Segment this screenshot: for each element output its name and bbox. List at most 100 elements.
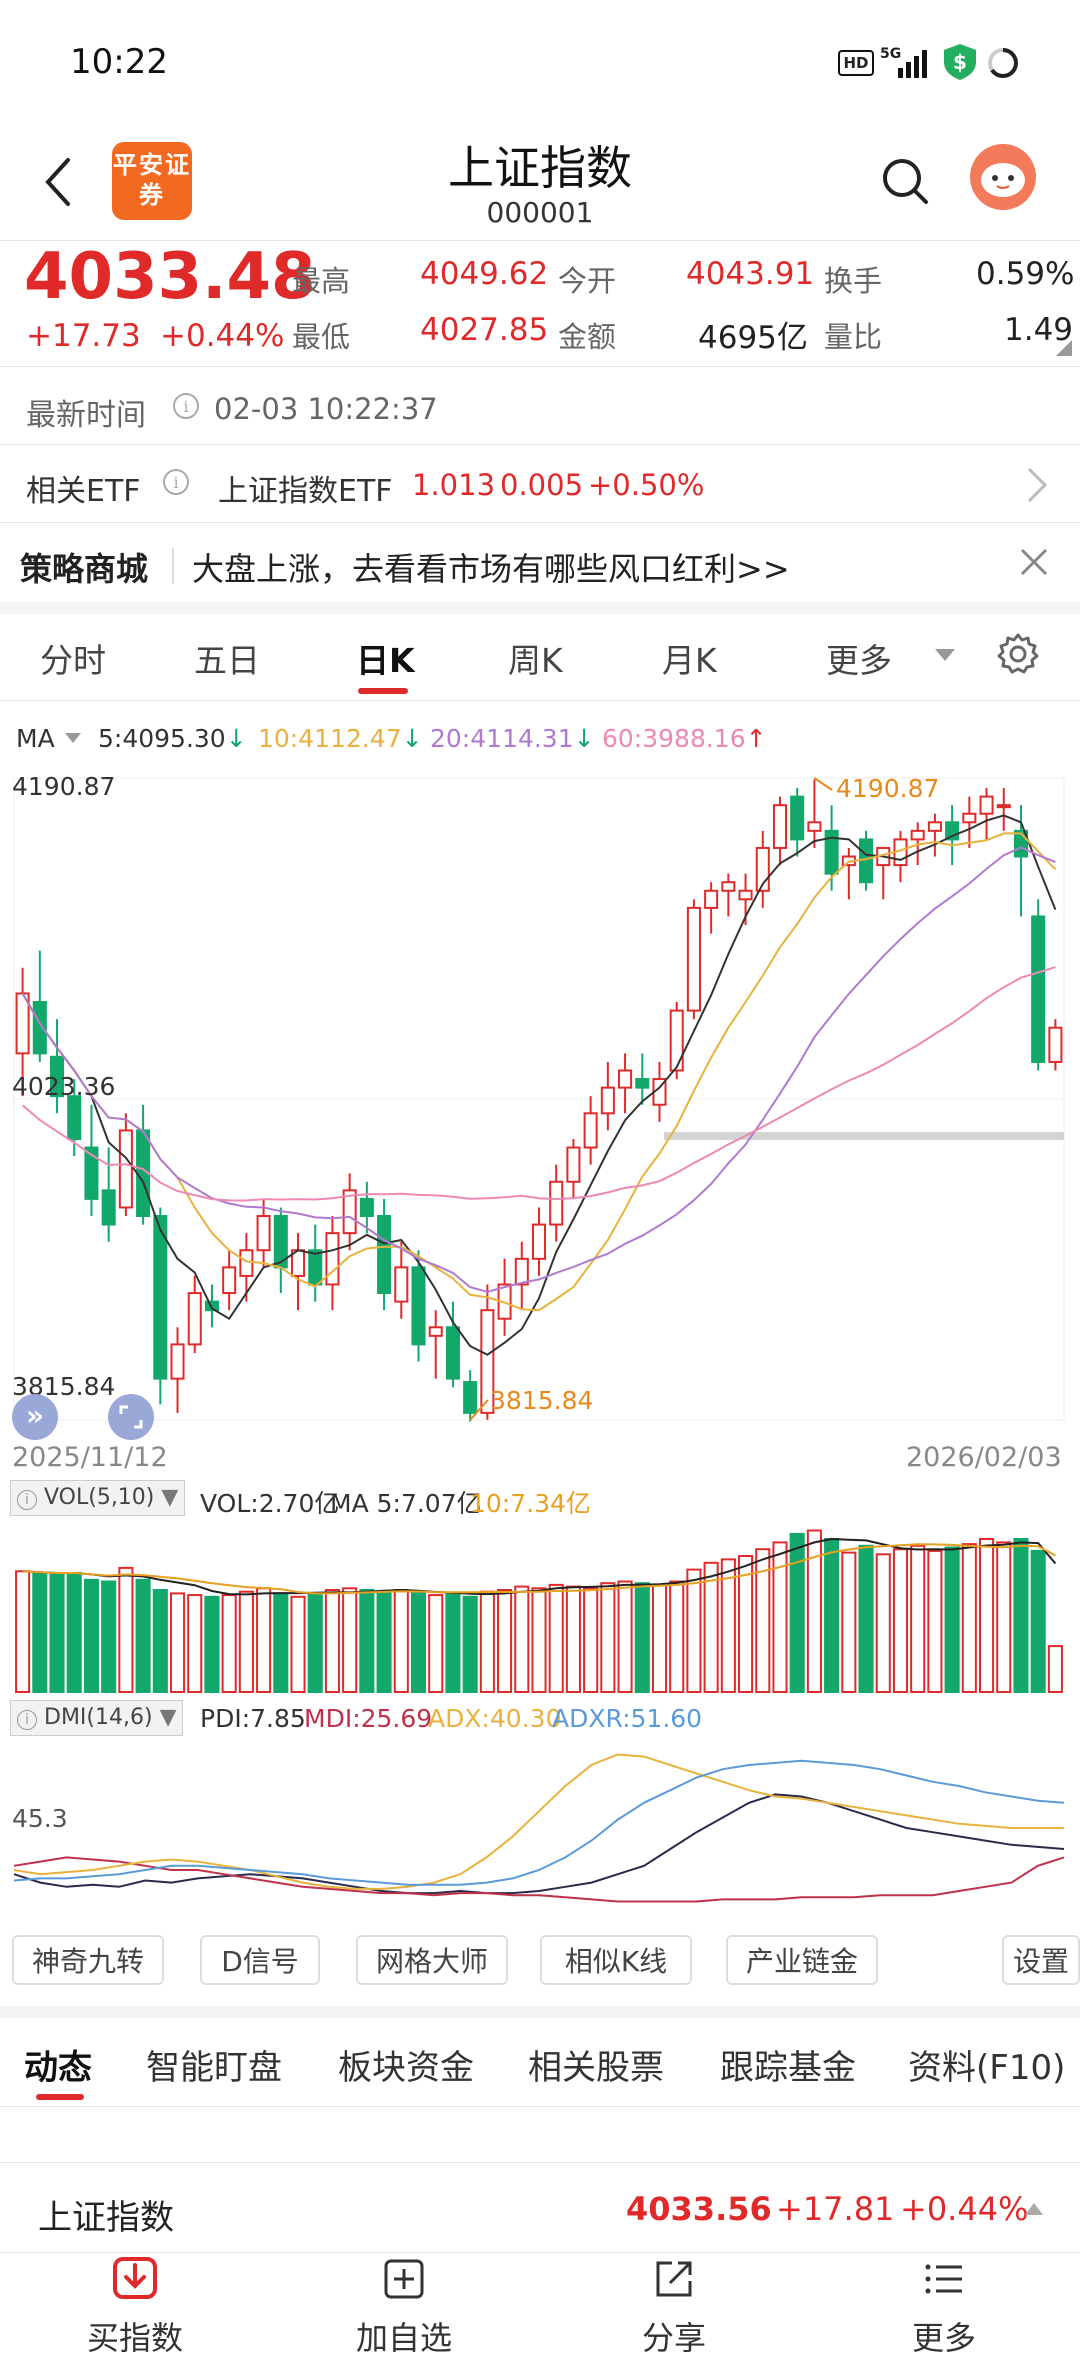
chevron-right-icon[interactable] [1026, 466, 1048, 504]
svg-text:i: i [173, 473, 178, 492]
caret-down-icon[interactable] [64, 732, 82, 744]
ma60-line [21, 966, 1056, 1202]
dmi-mdi-line [13, 1856, 1065, 1903]
open-value: 4043.91 [686, 256, 815, 292]
volume-bar [1030, 1549, 1046, 1694]
volume-bar [101, 1580, 117, 1693]
volume-bar [410, 1592, 427, 1693]
tool-magic-nine[interactable]: 神奇九转 [12, 1935, 164, 1985]
tab-more[interactable]: 更多 [826, 641, 892, 680]
candle-body [325, 1232, 340, 1286]
settings-gear-icon[interactable] [996, 632, 1040, 676]
buy-index-button[interactable]: 买指数 [55, 2255, 215, 2359]
tool-settings[interactable]: 设置 [1002, 1935, 1080, 1985]
etf-price: 1.013 [412, 468, 496, 502]
tool-grid-master[interactable]: 网格大师 [356, 1935, 508, 1985]
dmi-indicator-selector[interactable]: i DMI(14,6) ▼ [10, 1700, 184, 1736]
volume-bar [256, 1587, 272, 1693]
tab-related-stocks[interactable]: 相关股票 [528, 2048, 664, 2088]
candle-body [480, 1309, 495, 1414]
volume-bar [342, 1587, 358, 1693]
tab-smart-watch[interactable]: 智能盯盘 [146, 2048, 282, 2088]
close-icon[interactable] [1018, 546, 1050, 578]
info-icon[interactable]: i [172, 392, 200, 420]
tab-f10-info[interactable]: 资料(F10) [908, 2048, 1066, 2088]
candle-body [704, 889, 719, 909]
candle-body [721, 881, 736, 892]
tab-monthly-k[interactable]: 月K [662, 641, 717, 680]
active-tab-indicator [36, 2094, 84, 2100]
volume-bar [548, 1583, 564, 1693]
candle-body [600, 1086, 615, 1115]
info-icon: i [17, 1490, 37, 1510]
volume-bar [944, 1546, 960, 1693]
volume-bar [892, 1548, 909, 1694]
volume-bar [565, 1585, 581, 1693]
tab-daily-k[interactable]: 日K [356, 641, 415, 680]
volume-bar [772, 1541, 788, 1694]
candle-body [308, 1249, 323, 1286]
strategy-mall-label[interactable]: 策略商城 [20, 550, 149, 588]
assistant-avatar-icon[interactable] [968, 142, 1038, 212]
tab-five-day[interactable]: 五日 [194, 641, 260, 680]
candle-body [256, 1215, 271, 1252]
ticker-change-pct: +0.44% [900, 2190, 1029, 2228]
expand-corner-icon[interactable] [1056, 340, 1072, 356]
tool-d-signal[interactable]: D信号 [200, 1935, 320, 1985]
ticker-name: 上证指数 [38, 2198, 174, 2238]
related-etf-label: 相关ETF [26, 474, 141, 509]
volume-bar [634, 1582, 650, 1693]
signal-icon [898, 50, 927, 78]
more-button[interactable]: 更多 [864, 2255, 1024, 2359]
back-chevron-icon[interactable] [40, 156, 76, 208]
etf-change-pct: +0.50% [588, 468, 705, 502]
tool-industry-chain[interactable]: 产业链金 [726, 1935, 878, 1985]
volume-chart[interactable] [0, 1518, 1080, 1694]
candlestick-chart[interactable] [0, 760, 1080, 1440]
tab-tracking-funds[interactable]: 跟踪基金 [720, 2048, 856, 2088]
candle-body [84, 1146, 99, 1200]
fast-forward-icon[interactable]: » [12, 1394, 58, 1440]
candle-body [67, 1095, 82, 1140]
volume-bar [720, 1558, 736, 1694]
etf-name[interactable]: 上证指数ETF [218, 474, 393, 509]
dmi-chart[interactable] [0, 1738, 1080, 1918]
volume-bar [686, 1568, 702, 1693]
candle-body [101, 1189, 116, 1226]
ma20-line [21, 846, 1056, 1293]
candle-body [239, 1249, 254, 1277]
candle-body [514, 1257, 529, 1286]
volume-bar [290, 1595, 306, 1693]
broker-logo[interactable]: 平安证券 [112, 142, 192, 220]
caret-down-icon[interactable] [934, 648, 956, 662]
dmi-adx-line [13, 1753, 1064, 1890]
info-icon[interactable]: i [162, 468, 190, 496]
promo-text[interactable]: 大盘上涨，去看看市场有哪些风口红利>> [192, 550, 790, 588]
tab-weekly-k[interactable]: 周K [508, 641, 563, 680]
hd-icon: HD [838, 50, 874, 76]
divider [172, 548, 174, 584]
price-change-pct: +0.44% [160, 318, 285, 354]
tab-news[interactable]: 动态 [24, 2048, 92, 2088]
tab-sector-funds[interactable]: 板块资金 [338, 2048, 474, 2088]
search-icon[interactable] [880, 156, 930, 206]
active-tab-indicator [358, 688, 408, 694]
candle-body [170, 1343, 185, 1380]
volume-bar [755, 1548, 771, 1694]
add-watchlist-button[interactable]: 加自选 [324, 2255, 484, 2359]
vol-indicator-selector[interactable]: i VOL(5,10) ▼ [10, 1480, 186, 1516]
volume-ratio-label: 量比 [824, 320, 883, 354]
candle-body [996, 804, 1011, 809]
share-button[interactable]: 分享 [594, 2255, 754, 2359]
ma-legend-title[interactable]: MA [16, 724, 55, 753]
fullscreen-icon[interactable] [108, 1394, 154, 1440]
candle-body [910, 829, 925, 841]
svg-text:i: i [183, 397, 188, 416]
tab-intraday[interactable]: 分时 [40, 641, 106, 680]
tool-similar-kline[interactable]: 相似K线 [540, 1935, 692, 1985]
battery-ring-icon [988, 48, 1018, 78]
download-tray-icon [113, 2257, 157, 2299]
network-type: 5G [880, 46, 902, 62]
status-time: 10:22 [70, 42, 168, 82]
security-shield-icon: $ [944, 44, 976, 80]
